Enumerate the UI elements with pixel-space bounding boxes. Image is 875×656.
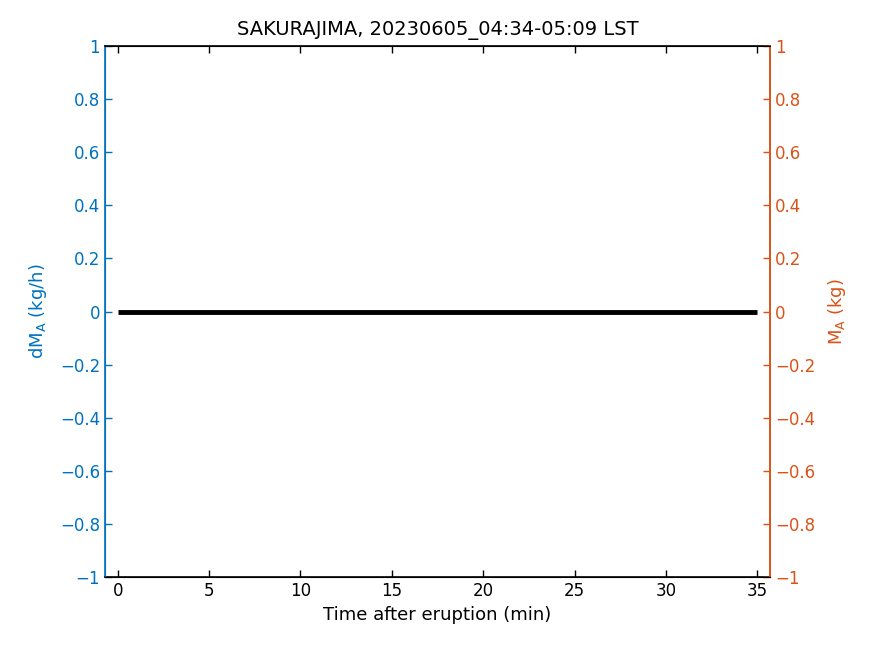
Y-axis label: $\mathregular{dM_A}$ (kg/h): $\mathregular{dM_A}$ (kg/h) <box>27 264 49 359</box>
Title: SAKURAJIMA, 20230605_04:34-05:09 LST: SAKURAJIMA, 20230605_04:34-05:09 LST <box>236 21 639 40</box>
X-axis label: Time after eruption (min): Time after eruption (min) <box>324 605 551 624</box>
Y-axis label: $\mathregular{M_A}$ (kg): $\mathregular{M_A}$ (kg) <box>826 278 848 345</box>
